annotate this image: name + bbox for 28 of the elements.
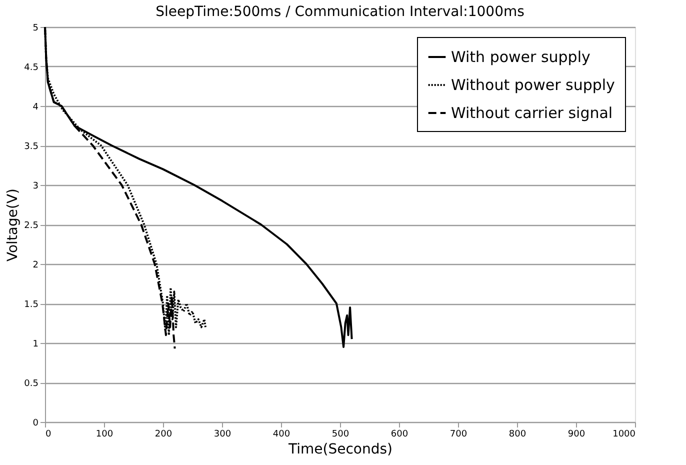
y-tick-label: 2 [32, 260, 38, 270]
x-tick-label: 300 [214, 430, 232, 440]
x-tick-label: 100 [96, 430, 114, 440]
x-tick-label: 900 [568, 430, 586, 440]
legend-label: With power supply [451, 48, 590, 66]
x-tick-label: 1000 [612, 430, 636, 440]
x-tick-label: 600 [390, 430, 408, 440]
y-tick-label: 2.5 [24, 221, 38, 231]
x-tick-label: 800 [508, 430, 526, 440]
chart-title: SleepTime:500ms / Communication Interval:1000ms [156, 4, 524, 20]
y-tick-label: 0 [32, 418, 39, 428]
x-tick-label: 700 [450, 430, 468, 440]
y-tick-label: 4.5 [24, 63, 38, 73]
y-tick-label: 5 [32, 24, 38, 34]
x-axis-title: Time(Seconds) [287, 442, 393, 458]
y-tick-label: 4 [32, 102, 39, 112]
y-tick-label: 3 [32, 182, 38, 192]
y-tick-label: 3.5 [24, 142, 38, 152]
y-tick-label: 0.5 [24, 379, 38, 389]
legend-label: Without carrier signal [451, 104, 613, 122]
x-tick-label: 400 [272, 430, 290, 440]
x-tick-label: 200 [154, 430, 172, 440]
legend-label: Without power supply [451, 76, 616, 94]
x-tick-label: 0 [46, 430, 52, 440]
y-tick-label: 1.5 [24, 300, 38, 310]
y-tick-label: 1 [32, 340, 38, 350]
y-axis-title: Voltage(V) [5, 188, 22, 262]
x-tick-label: 500 [332, 430, 350, 440]
